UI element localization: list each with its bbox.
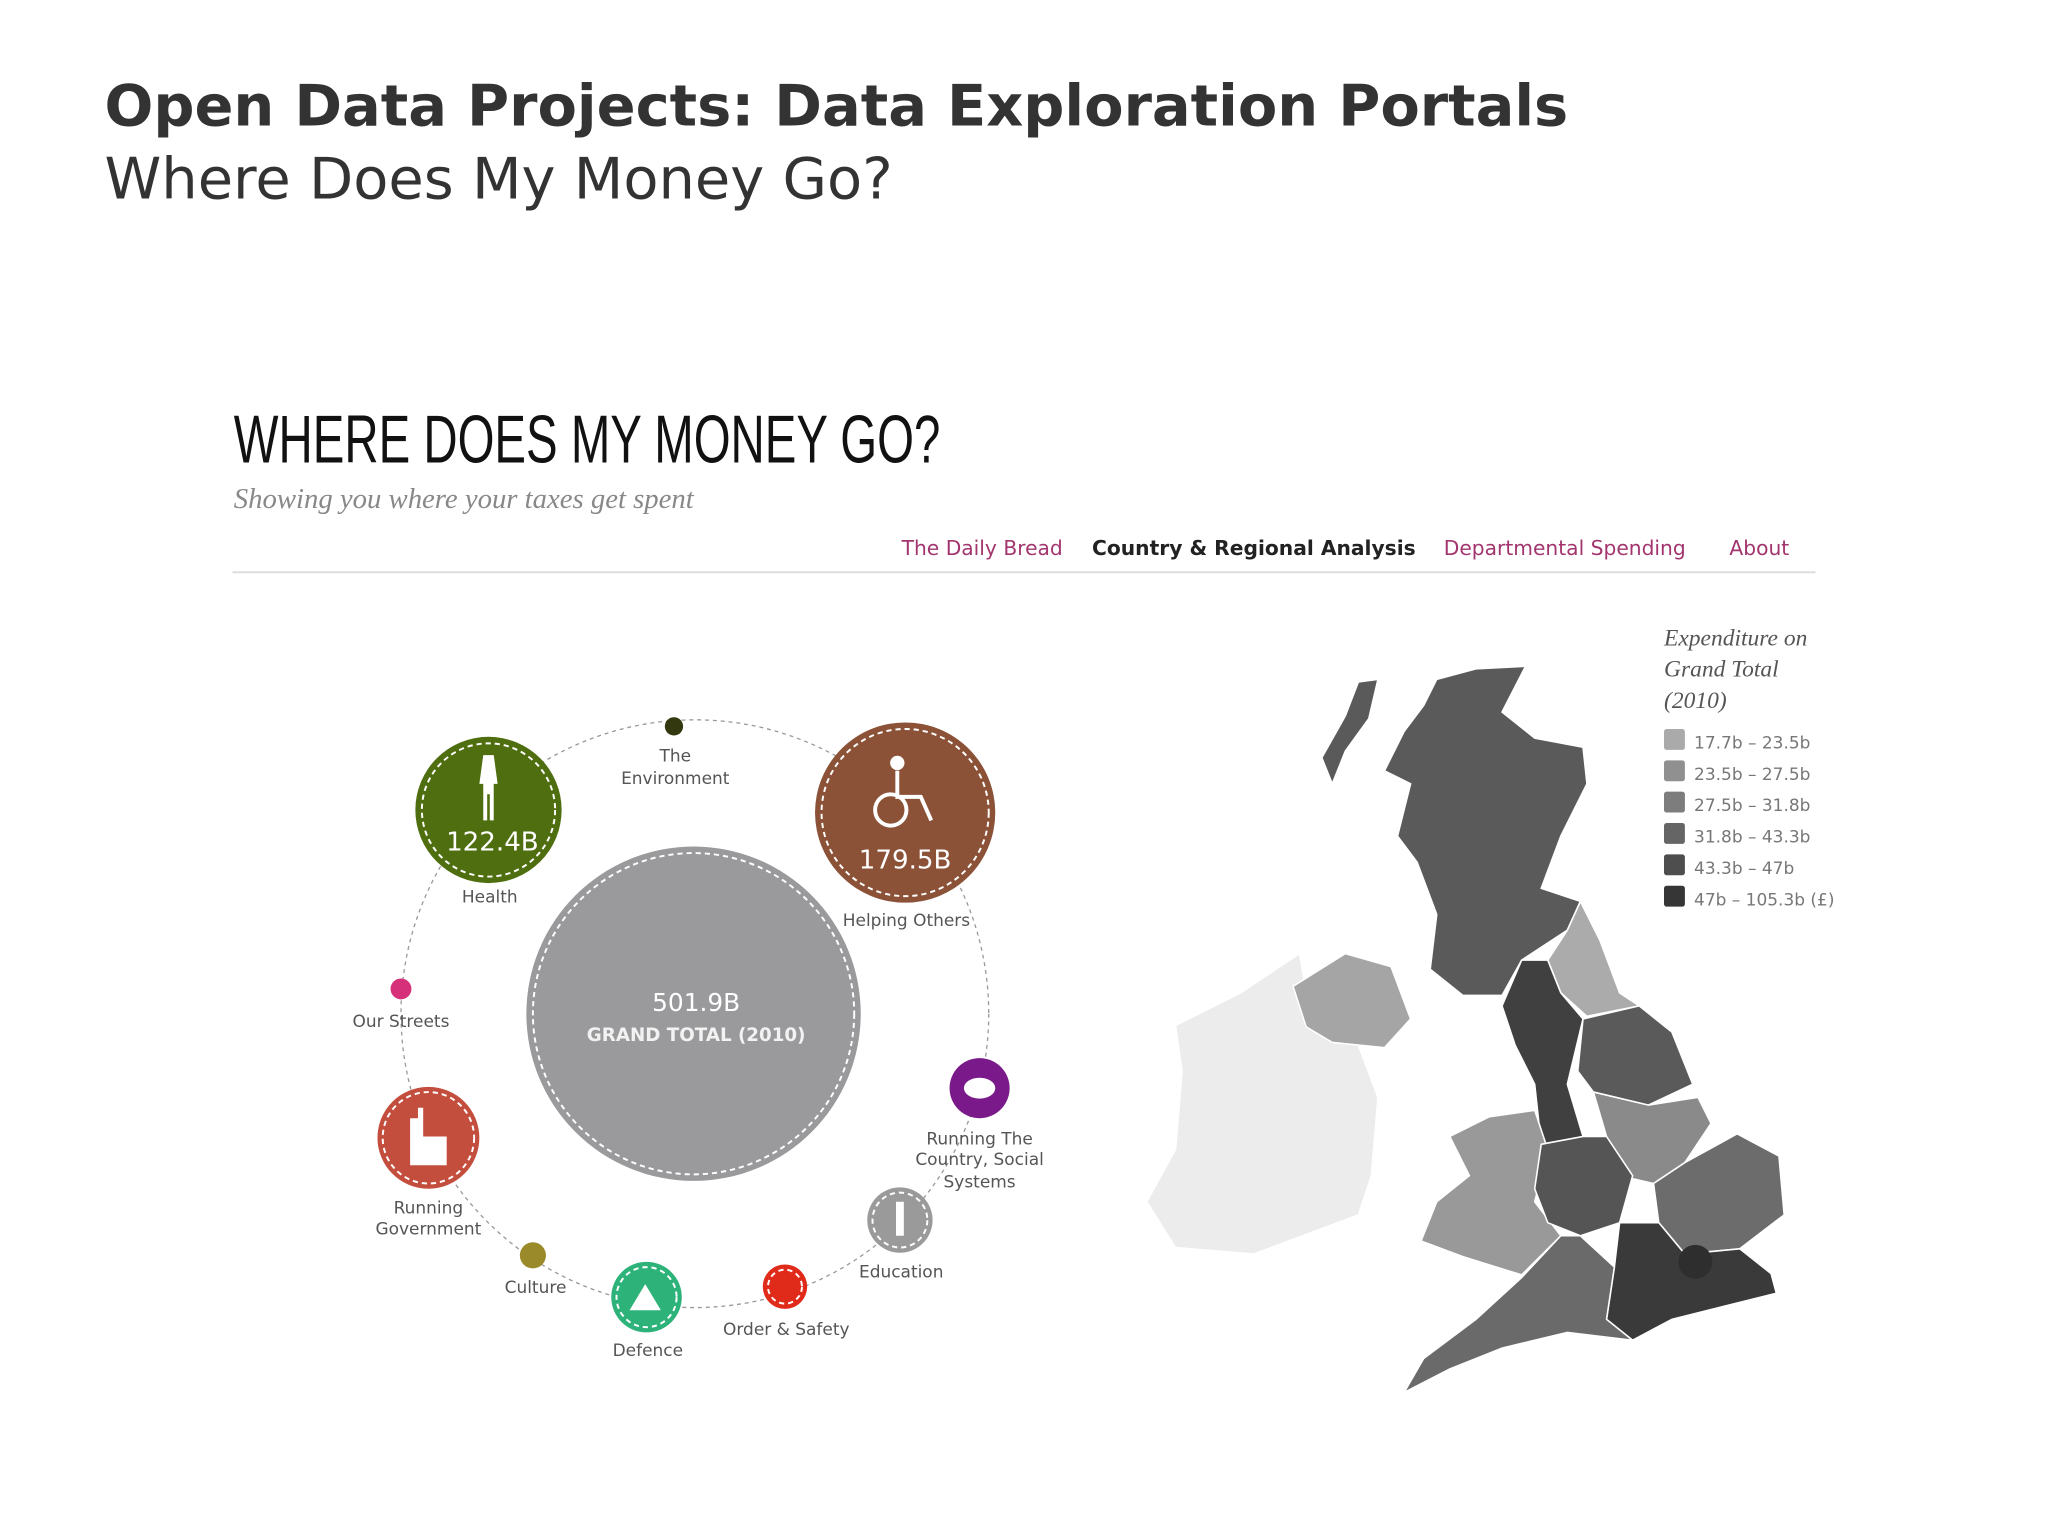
legend-swatch — [1664, 791, 1685, 813]
bubble-border — [615, 1266, 678, 1329]
tagline: Showing you where your taxes get spent — [234, 483, 695, 515]
bubble-label: Health — [462, 888, 518, 908]
bubble-value: 179.5B — [859, 846, 952, 876]
legend-label: 23.5b – 27.5b — [1694, 765, 1810, 785]
icon — [629, 1284, 661, 1311]
bubble-label: Culture — [505, 1278, 567, 1298]
legend-swatch — [1664, 854, 1685, 876]
legend-label: 27.5b – 31.8b — [1694, 796, 1810, 816]
bubble-label: Government — [375, 1219, 481, 1239]
legend-swatch — [1664, 760, 1685, 782]
bubble-chart: 501.9B GRAND TOTAL (2010) The Environmen… — [353, 717, 1044, 1361]
legend-label: 47b – 105.3b (£) — [1694, 890, 1834, 910]
region[interactable] — [1546, 899, 1642, 1018]
bubble[interactable] — [519, 1242, 546, 1269]
bubble-border — [381, 1091, 476, 1185]
legend-swatch — [1664, 885, 1685, 907]
bubble[interactable] — [664, 717, 684, 736]
site-title: WHERE DOES MY MONEY GO? — [234, 403, 941, 478]
total-bubble-border — [531, 852, 856, 1176]
ring — [400, 719, 990, 1309]
nav-link[interactable]: About — [1729, 536, 1789, 560]
bubble-label: Running — [394, 1199, 464, 1219]
legend: Expenditure on Grand Total (2010) 17.7b … — [1663, 625, 1834, 910]
legend-label: 31.8b – 43.3b — [1694, 828, 1810, 848]
legend-swatch — [1664, 823, 1685, 844]
bubble-value: 122.4B — [446, 827, 539, 857]
bubble-label: Our Streets — [353, 1012, 450, 1032]
total-label: GRAND TOTAL (2010) — [587, 1025, 806, 1046]
bubble-label: Education — [859, 1263, 943, 1283]
nav-link[interactable]: The Daily Bread — [901, 536, 1063, 560]
region[interactable] — [1320, 678, 1379, 786]
legend-swatch — [1664, 728, 1685, 750]
icon — [963, 1077, 996, 1099]
slide-subtitle: Where Does My Money Go? — [104, 146, 892, 213]
total-value: 501.9B — [652, 988, 740, 1017]
bubble-label: Helping Others — [843, 911, 970, 931]
region[interactable] — [1576, 1005, 1694, 1106]
uk-map — [1145, 665, 1785, 1395]
nav-link[interactable]: Country & Regional Analysis — [1092, 536, 1416, 560]
bubble-label: Country, Social — [915, 1150, 1044, 1170]
icon — [479, 755, 498, 821]
bubble[interactable] — [415, 736, 562, 884]
region[interactable] — [1678, 1244, 1713, 1279]
bubble-label: The — [658, 747, 691, 767]
bubble-label: Environment — [621, 769, 730, 789]
legend-title: Grand Total — [1664, 657, 1779, 683]
region[interactable] — [1292, 952, 1412, 1049]
nav-link[interactable]: Departmental Spending — [1444, 536, 1686, 560]
screenshot: WHERE DOES MY MONEY GO? Showing you wher… — [232, 403, 1834, 1395]
icon — [873, 755, 934, 828]
bubble-label: Running The — [926, 1129, 1032, 1149]
legend-label: 17.7b – 23.5b — [1694, 734, 1810, 754]
legend-title: Expenditure on — [1663, 625, 1807, 651]
bubble-border — [420, 742, 557, 878]
region[interactable] — [1402, 1234, 1636, 1395]
bubble[interactable] — [762, 1264, 808, 1309]
slide-title: Open Data Projects: Data Exploration Por… — [104, 73, 1568, 140]
bubble[interactable] — [390, 978, 412, 1000]
bubble-label: Defence — [613, 1341, 683, 1361]
bubble-border — [820, 727, 990, 898]
legend-title: (2010) — [1664, 688, 1727, 714]
bubble-border — [871, 1191, 929, 1249]
bubble-label: Order & Safety — [723, 1320, 850, 1340]
bubble-border — [767, 1268, 803, 1305]
legend-label: 43.3b – 47b — [1694, 859, 1794, 879]
icon — [896, 1201, 904, 1236]
total-bubble — [526, 846, 861, 1181]
bubble-label: Systems — [944, 1172, 1016, 1192]
